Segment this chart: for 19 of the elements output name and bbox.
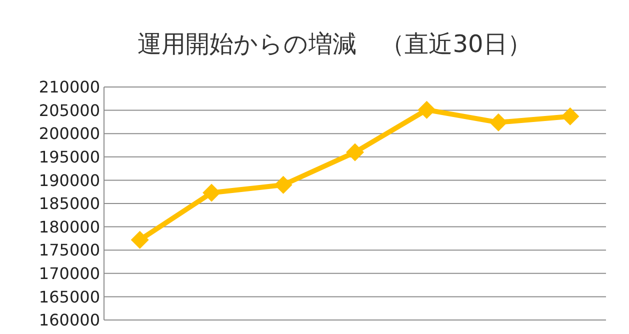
point — [202, 184, 221, 202]
y-tick-label: 185000 — [38, 194, 100, 214]
point — [561, 107, 580, 126]
y-tick-label: 180000 — [38, 217, 100, 236]
point — [346, 143, 364, 162]
point — [418, 100, 436, 119]
y-tick-label: 175000 — [38, 240, 100, 260]
point — [274, 176, 292, 194]
y-tick-label: 195000 — [38, 148, 100, 166]
y-tick-label: 210000 — [38, 78, 100, 97]
chart-title: 運用開始からの増減 （直近30日） — [138, 30, 532, 58]
y-tick-label: 205000 — [38, 100, 100, 120]
y-tick-label: 160000 — [38, 310, 100, 330]
y-tick-label: 170000 — [38, 264, 100, 283]
y-tick-label: 190000 — [38, 170, 100, 190]
point — [130, 230, 149, 249]
y-tick-label: 165000 — [38, 287, 100, 306]
point — [489, 113, 508, 132]
y-tick-label: 200000 — [38, 124, 100, 144]
